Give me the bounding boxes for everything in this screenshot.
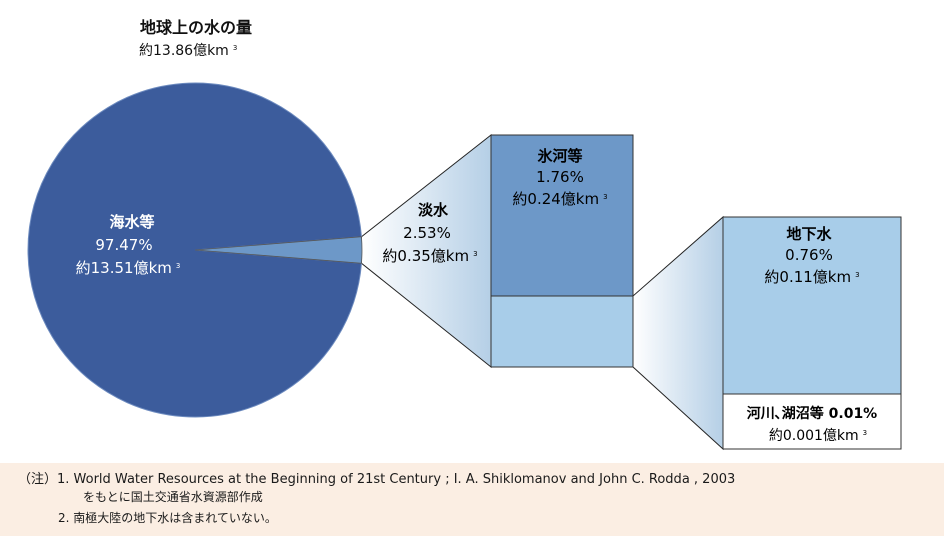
freshwater-name: 淡水 [418,201,449,219]
rivers-lakes-amount: 約0.001億km 3 [769,428,867,444]
groundwater-amount: 約0.11億km 3 [764,268,859,286]
pie-slice-freshwater [194,236,363,264]
bar-segment-groundwater [722,216,902,395]
note-2: 2. 南極大陸の地下水は含まれていない。 [58,511,277,525]
bar-segment-other-freshwater [490,295,634,368]
seawater-name: 海水等 [109,213,154,231]
water-distribution-chart: 地球上の水の量 約13.86億km 3 海水等 97.47% 約13.51億km 3… [27,18,902,451]
bar-segment-rivers-lakes [722,393,902,450]
groundwater-percent: 0.76% [785,246,833,264]
freshwater-label: 淡水 2.53% 約0.35億km 3 [382,201,477,265]
note-1: （注）1. World Water Resources at the Begin… [18,472,736,487]
seawater-amount: 約13.51億km 3 [76,259,181,277]
glaciers-name: 氷河等 [537,147,582,165]
seawater-label: 海水等 97.47% 約13.51億km 3 [76,213,181,277]
other-water-connector [632,215,724,451]
glaciers-amount: 約0.24億km 3 [512,190,607,208]
glaciers-label: 氷河等 1.76% 約0.24億km 3 [512,147,607,208]
pie-slice-seawater [27,82,363,418]
freshwater-percent: 2.53% [403,224,451,242]
source-notes: （注）1. World Water Resources at the Begin… [0,463,944,536]
groundwater-name: 地下水 [786,225,832,243]
rivers-lakes-label: 河川､湖沼等 0.01% 約0.001億km 3 [747,405,877,444]
chart-subtitle: 約13.86億km 3 [139,43,237,59]
seawater-percent: 97.47% [95,236,152,254]
rivers-lakes-name: 河川､湖沼等 0.01% [747,405,877,422]
bar-segment-glaciers [490,134,634,297]
groundwater-label: 地下水 0.76% 約0.11億km 3 [764,225,859,286]
freshwater-amount: 約0.35億km 3 [382,247,477,265]
chart-title: 地球上の水の量 [140,18,252,37]
note-1-continued: をもとに国土交通省水資源部作成 [83,490,263,504]
glaciers-percent: 1.76% [536,168,584,186]
